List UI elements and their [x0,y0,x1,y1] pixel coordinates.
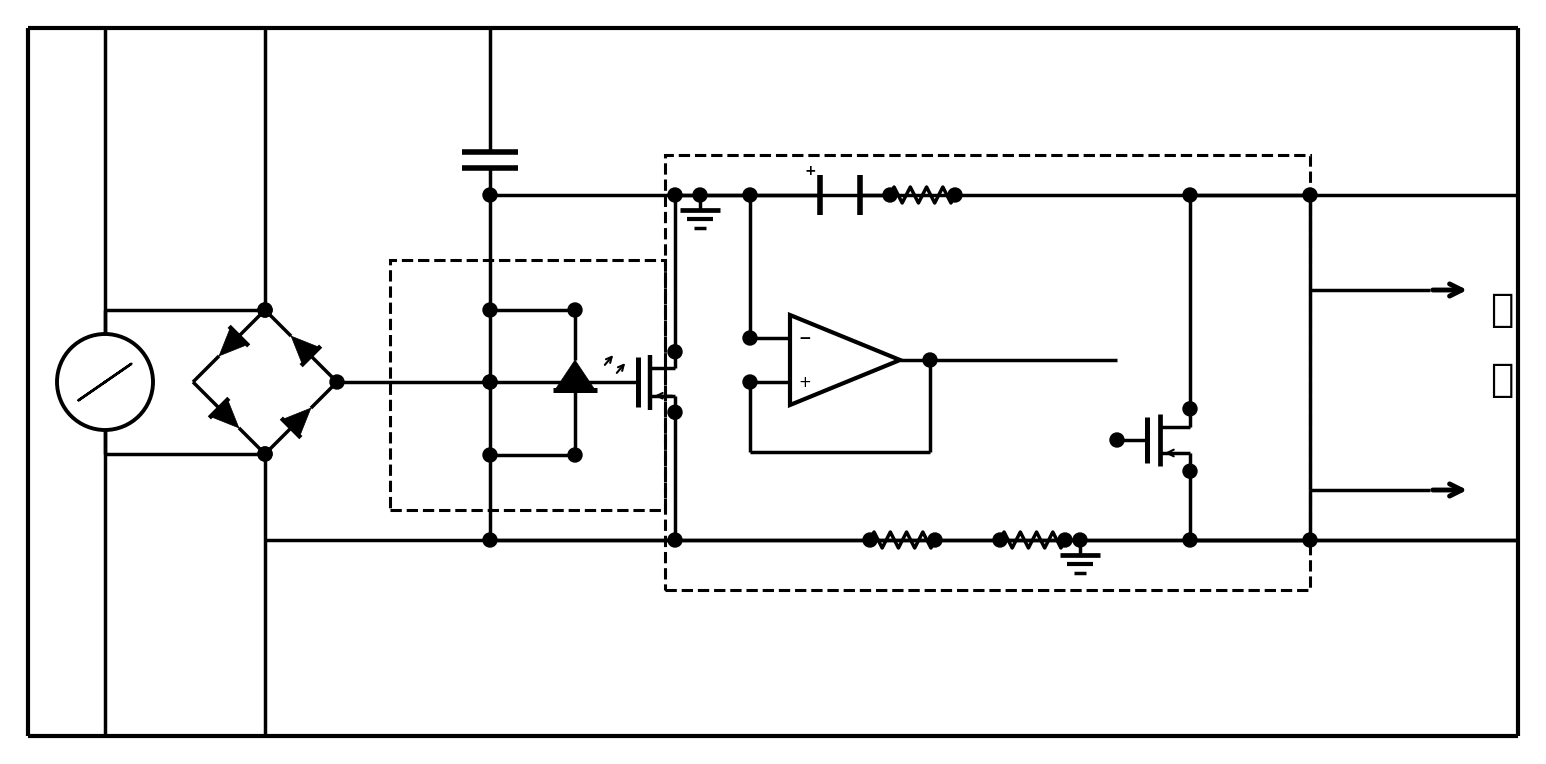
Circle shape [482,448,496,462]
Circle shape [258,303,272,317]
Circle shape [482,303,496,317]
Circle shape [1110,433,1124,447]
Circle shape [1183,465,1197,478]
Circle shape [993,533,1006,547]
Circle shape [744,375,758,389]
Circle shape [258,447,272,461]
Circle shape [928,533,942,547]
Polygon shape [291,336,320,364]
Circle shape [482,375,496,389]
Circle shape [1183,188,1197,202]
Polygon shape [210,400,240,428]
Circle shape [693,188,707,202]
Circle shape [482,375,496,389]
Circle shape [744,188,758,202]
Circle shape [863,533,877,547]
Circle shape [1073,533,1087,547]
Circle shape [668,533,682,547]
Circle shape [567,303,581,317]
Circle shape [1183,533,1197,547]
Text: +: + [804,164,816,178]
Polygon shape [220,328,247,356]
Circle shape [948,188,962,202]
Text: −: − [799,331,812,345]
Circle shape [668,405,682,419]
Circle shape [258,303,272,317]
Circle shape [1057,533,1071,547]
Polygon shape [555,360,595,390]
Polygon shape [283,408,311,436]
Circle shape [1183,402,1197,416]
Text: +: + [799,374,812,390]
Text: 载: 载 [1490,361,1514,399]
Circle shape [482,188,496,202]
Circle shape [482,533,496,547]
Circle shape [258,447,272,461]
Circle shape [744,331,758,345]
Circle shape [668,345,682,359]
Circle shape [923,353,937,367]
Circle shape [1303,533,1317,547]
Bar [665,155,1309,590]
Circle shape [329,375,345,389]
Circle shape [567,448,581,462]
Circle shape [567,375,581,389]
Circle shape [1303,188,1317,202]
Circle shape [883,188,897,202]
Text: 负: 负 [1490,291,1514,329]
Circle shape [668,188,682,202]
Bar [390,260,665,510]
